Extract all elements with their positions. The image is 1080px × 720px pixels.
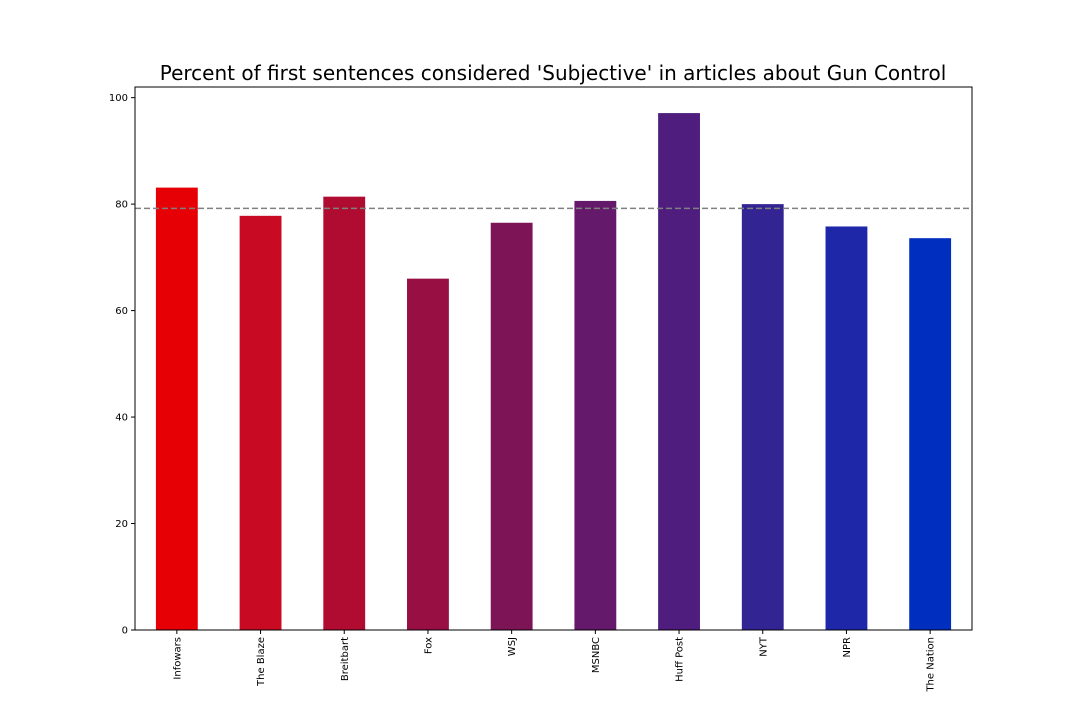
x-tick-label: The Blaze (256, 637, 267, 687)
x-tick-label: The Nation (926, 637, 937, 693)
plot-frame (134, 86, 973, 631)
y-tick-label: 60 (115, 306, 128, 317)
bar-infowars (155, 187, 198, 631)
x-tick-label: NYT (758, 636, 769, 657)
bar-fox (407, 278, 449, 630)
axes-layer (134, 86, 973, 631)
bar-the-blaze (239, 215, 282, 630)
y-tick-label: 100 (109, 93, 128, 104)
x-tick-label: Breitbart (340, 637, 351, 681)
bar-huff-post (658, 113, 700, 631)
x-tick-label: WSJ (507, 637, 518, 656)
bar-nyt (741, 204, 784, 630)
x-tick-label: Huff Post (675, 637, 686, 682)
x-tick-label: Infowars (172, 637, 183, 680)
x-tick-label: NPR (842, 637, 853, 658)
x-tick-label: Fox (423, 637, 434, 654)
y-tick-labels: 0 20 40 60 80 100 (109, 93, 135, 637)
bar-breitbart (323, 196, 366, 630)
y-tick-label: 0 (122, 626, 128, 637)
bars-layer (155, 113, 952, 631)
y-tick-label: 20 (115, 519, 128, 530)
y-tick-label: 40 (115, 413, 128, 424)
bar-npr (825, 226, 868, 631)
bar-the-nation (909, 238, 952, 630)
chart-title: Percent of first sentences considered 'S… (160, 61, 947, 85)
x-tick-label: MSNBC (591, 637, 602, 673)
bar-msnbc (574, 200, 617, 631)
bar-wsj (490, 222, 533, 630)
y-tick-label: 80 (115, 200, 128, 211)
x-tick-labels: Infowars The Blaze Breitbart Fox WSJ MSNBC Huf… (172, 630, 937, 693)
